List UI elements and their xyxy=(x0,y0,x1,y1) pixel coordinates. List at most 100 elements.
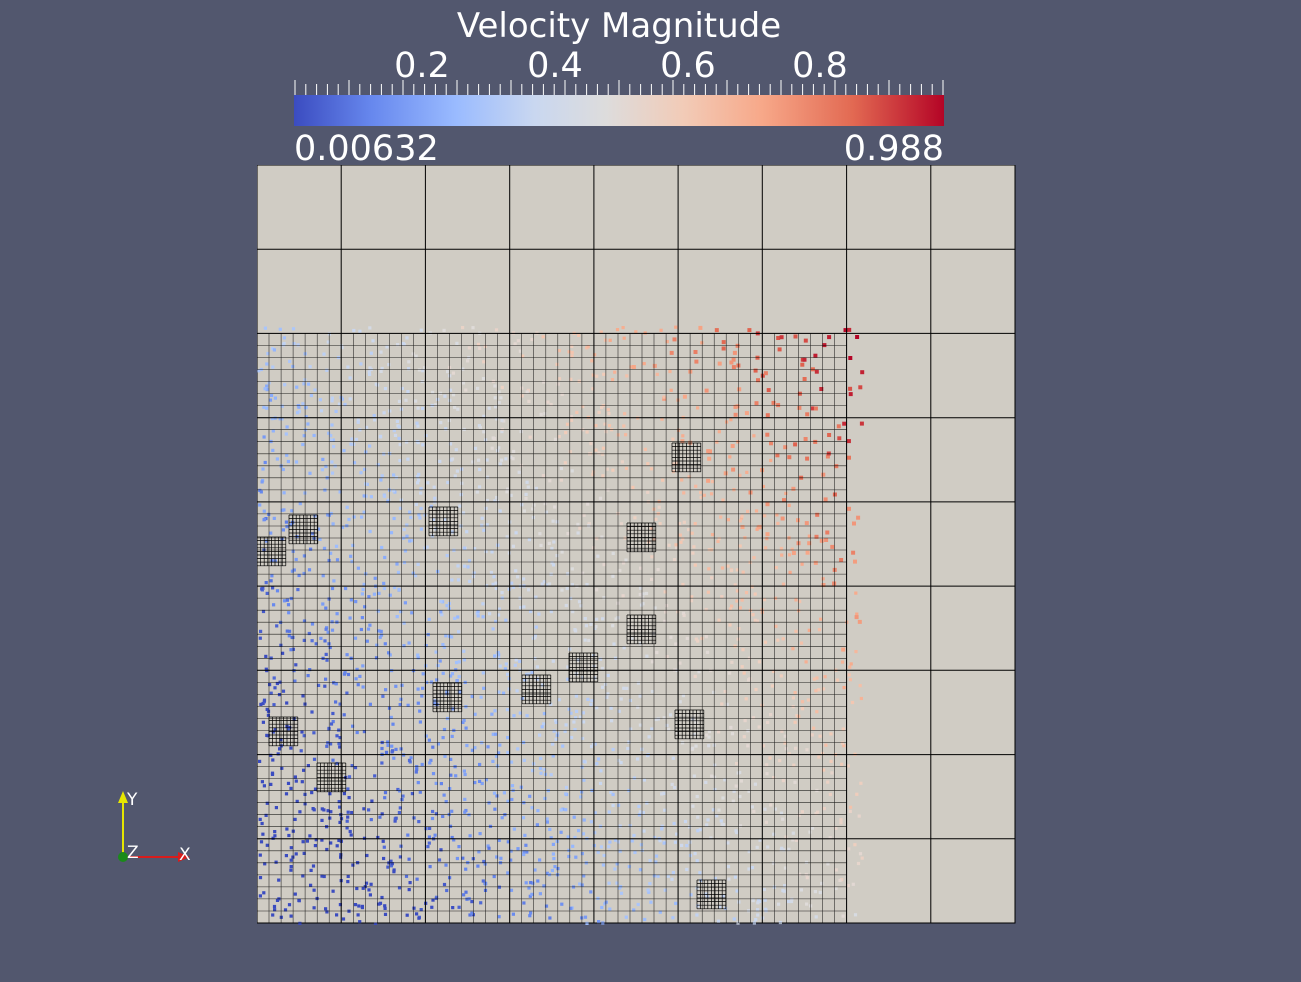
particle xyxy=(709,836,713,840)
particle xyxy=(313,388,317,392)
particle xyxy=(263,326,267,330)
particle xyxy=(777,347,782,352)
particle xyxy=(639,603,644,607)
particle xyxy=(690,531,694,535)
particle xyxy=(549,773,553,777)
particle xyxy=(353,636,358,640)
particle xyxy=(756,913,760,917)
particle xyxy=(692,545,696,549)
particle xyxy=(392,516,396,521)
particle xyxy=(415,767,419,771)
particle xyxy=(619,697,623,701)
particle xyxy=(818,890,822,895)
particle xyxy=(324,606,328,610)
particle xyxy=(431,772,436,776)
particle xyxy=(406,833,410,837)
particle xyxy=(377,629,381,633)
particle xyxy=(397,425,401,429)
particle xyxy=(805,550,810,555)
particle xyxy=(594,625,598,629)
particle xyxy=(341,917,346,921)
particle xyxy=(791,831,795,835)
particle xyxy=(502,791,506,795)
particle xyxy=(685,636,689,640)
particle xyxy=(461,856,465,860)
particle xyxy=(696,829,700,833)
particle xyxy=(848,665,852,669)
particle xyxy=(570,344,574,348)
particle xyxy=(573,728,577,732)
particle xyxy=(772,832,776,836)
particle xyxy=(283,383,287,387)
particle xyxy=(451,371,455,375)
particle xyxy=(750,585,754,589)
particle xyxy=(374,382,378,386)
particle xyxy=(390,744,394,748)
particle xyxy=(522,577,526,581)
particle xyxy=(335,761,339,766)
particle xyxy=(515,689,519,693)
particle xyxy=(328,816,332,820)
particle xyxy=(730,732,735,736)
refined-patch xyxy=(428,506,459,537)
particle xyxy=(542,722,546,726)
particle xyxy=(755,845,759,849)
particle xyxy=(807,628,811,632)
particle xyxy=(409,756,413,760)
particle xyxy=(524,881,528,885)
particle xyxy=(259,702,263,706)
particle xyxy=(560,588,564,592)
particle xyxy=(857,619,862,624)
particle xyxy=(407,888,411,892)
particle xyxy=(258,759,262,763)
particle xyxy=(503,667,507,671)
particle xyxy=(817,688,821,692)
particle xyxy=(395,419,399,423)
particle xyxy=(693,350,698,354)
particle xyxy=(532,503,536,507)
particle xyxy=(321,574,325,578)
particle xyxy=(721,340,726,345)
particle xyxy=(493,654,497,658)
particle xyxy=(742,671,746,675)
particle xyxy=(834,886,838,891)
particle xyxy=(723,689,727,694)
particle xyxy=(496,651,500,655)
particle xyxy=(850,700,855,705)
particle xyxy=(586,502,590,506)
particle xyxy=(407,641,411,645)
particle xyxy=(347,517,351,522)
color-legend-range-max: 0.988 xyxy=(843,129,944,169)
particle xyxy=(539,412,543,416)
particle xyxy=(653,606,657,610)
particle xyxy=(260,821,264,826)
particle xyxy=(522,605,526,609)
particle xyxy=(266,352,270,356)
particle xyxy=(360,616,364,620)
particle xyxy=(564,431,568,435)
particle xyxy=(441,736,445,740)
particle xyxy=(720,566,725,570)
particle xyxy=(530,892,534,896)
particle xyxy=(690,595,694,599)
particle xyxy=(804,521,809,526)
particle xyxy=(698,325,703,330)
particle xyxy=(309,393,313,398)
particle xyxy=(585,583,589,587)
particle xyxy=(567,350,571,354)
particle xyxy=(781,888,785,893)
particle xyxy=(321,602,325,606)
particle xyxy=(681,537,685,541)
particle xyxy=(622,646,626,650)
particle xyxy=(276,752,280,756)
particle xyxy=(663,888,667,892)
particle xyxy=(847,455,851,460)
particle xyxy=(462,718,466,723)
particle xyxy=(578,715,582,719)
particle xyxy=(739,516,744,520)
particle xyxy=(458,504,462,508)
particle xyxy=(466,565,470,569)
particle xyxy=(665,340,669,344)
particle xyxy=(735,404,740,409)
